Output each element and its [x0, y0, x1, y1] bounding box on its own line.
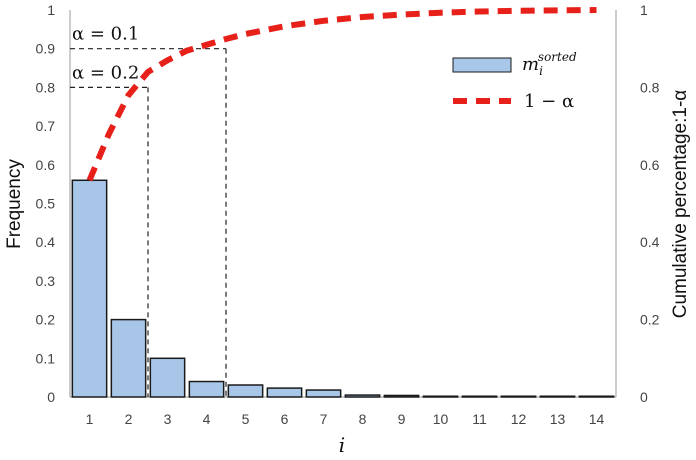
x-tick-label: 12 — [511, 411, 527, 427]
x-tick-label: 3 — [164, 411, 172, 427]
y-tick-label: 0.8 — [36, 79, 56, 95]
cumulative-line — [86, 7, 597, 182]
y2-tick-label: 1 — [640, 2, 648, 18]
x-tick-label: 1 — [86, 411, 94, 427]
bar — [578, 395, 615, 398]
y-axis-title: Frequency — [4, 159, 25, 249]
y2-tick-label: 0.2 — [640, 312, 660, 328]
bar — [461, 395, 498, 398]
x-tick-label: 8 — [359, 411, 367, 427]
x-tick-label: 2 — [125, 411, 133, 427]
legend-label-line: 1 − α — [524, 91, 574, 112]
annotations: α = 0.1 α = 0.2 — [72, 24, 139, 84]
x-tick-label: 14 — [589, 411, 605, 427]
legend: misorted 1 − α — [452, 50, 577, 112]
y-tick-label: 0.7 — [36, 118, 56, 134]
y-tick-label: 0.5 — [36, 196, 56, 212]
cumulative-line-series — [86, 7, 597, 182]
x-tick-label: 6 — [281, 411, 289, 427]
bar — [188, 380, 225, 398]
y2-tick-label: 0.8 — [640, 79, 660, 95]
y2-tick-label: 0.4 — [640, 234, 660, 250]
bar — [149, 357, 186, 398]
x-tick-label: 9 — [398, 411, 406, 427]
x-tick-label: 10 — [433, 411, 449, 427]
bar — [305, 389, 342, 398]
x-tick-label: 11 — [472, 411, 487, 427]
bar — [71, 179, 108, 398]
x-axis-title: i — [339, 433, 345, 457]
bar — [500, 395, 537, 398]
y-tick-label: 0.6 — [36, 157, 56, 173]
y-tick-label: 0.1 — [36, 350, 56, 366]
bar — [539, 395, 576, 398]
bar — [383, 394, 420, 398]
y2-tick-label: 0 — [640, 389, 648, 405]
x-tick-label: 7 — [320, 411, 328, 427]
annotation-label: α = 0.2 — [72, 62, 139, 83]
bar-series — [71, 179, 615, 398]
y2-tick-label: 0.6 — [640, 157, 660, 173]
y-tick-label: 0.4 — [36, 234, 56, 250]
legend-swatch-bar — [452, 57, 512, 73]
bar — [344, 394, 381, 398]
y-tick-label: 0 — [47, 389, 55, 405]
annotation-label: α = 0.1 — [72, 24, 139, 45]
y-tick-label: 0.3 — [36, 273, 56, 289]
y-ticks-left: 0 0.1 0.2 0.3 0.4 0.5 0.6 0.7 0.8 0.9 1 — [36, 2, 56, 405]
y2-axis-title: Cumulative percentage:1-α — [670, 90, 691, 319]
y-tick-label: 0.2 — [36, 312, 56, 328]
x-tick-label: 5 — [242, 411, 250, 427]
legend-label-bar: misorted — [522, 50, 577, 78]
y-tick-label: 0.9 — [36, 41, 56, 57]
bar — [422, 395, 459, 398]
y-ticks-right: 0 0.2 0.4 0.6 0.8 1 — [640, 2, 660, 405]
x-tick-label: 13 — [550, 411, 566, 427]
y-tick-label: 1 — [47, 2, 55, 18]
x-tick-label: 4 — [203, 411, 211, 427]
bar — [227, 384, 264, 398]
x-ticks: 1 2 3 4 5 6 7 8 9 10 11 12 13 14 — [86, 411, 605, 427]
bar — [110, 318, 147, 398]
bar — [266, 387, 303, 398]
